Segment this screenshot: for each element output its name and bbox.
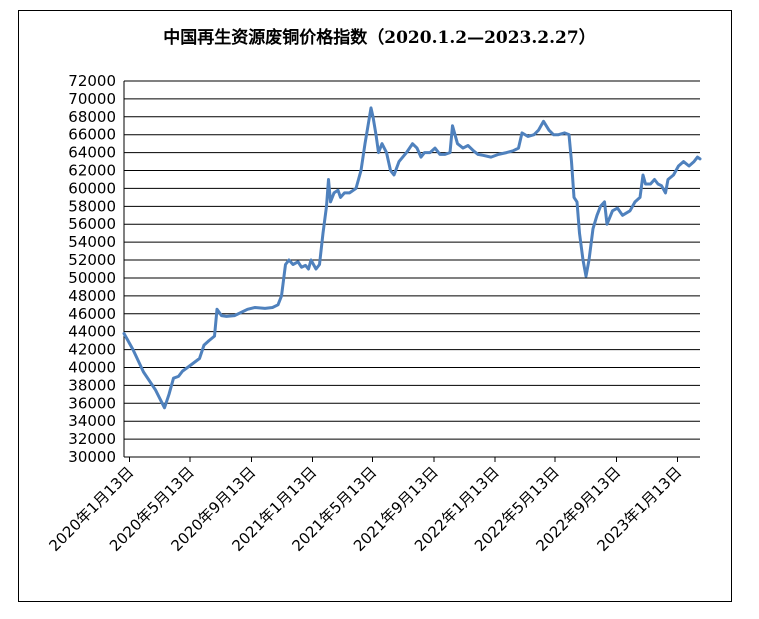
y-tick-label: 52000 — [68, 251, 116, 269]
y-tick-label: 72000 — [68, 72, 116, 90]
y-tick-label: 44000 — [68, 323, 116, 341]
y-tick-label: 42000 — [68, 341, 116, 359]
y-tick-label: 30000 — [68, 448, 116, 466]
chart-frame — [18, 10, 732, 602]
gridlines — [123, 80, 700, 458]
series-layer — [122, 106, 702, 410]
chart-title: 中国再生资源废铜价格指数（2020.1.2—2023.2.27） — [163, 28, 596, 48]
y-tick-label: 40000 — [68, 358, 116, 376]
y-tick-label: 36000 — [68, 394, 116, 412]
y-tick-label: 58000 — [68, 197, 116, 215]
y-tick-label: 38000 — [68, 376, 116, 394]
y-tick-label: 34000 — [68, 412, 116, 430]
y-tick-label: 54000 — [68, 233, 116, 251]
y-tick-label: 32000 — [68, 430, 116, 448]
y-axis-ticks: 3000032000340003600038000400004200044000… — [68, 72, 116, 466]
y-tick-label: 46000 — [68, 305, 116, 323]
y-tick-label: 60000 — [68, 179, 116, 197]
y-tick-label: 66000 — [68, 126, 116, 144]
y-tick-label: 70000 — [68, 90, 116, 108]
y-tick-label: 62000 — [68, 162, 116, 180]
x-axis-ticks: 2020年1月13日2020年5月13日2020年9月13日2021年1月13日… — [46, 457, 685, 555]
y-tick-label: 64000 — [68, 144, 116, 162]
y-tick-label: 68000 — [68, 108, 116, 126]
y-tick-label: 56000 — [68, 215, 116, 233]
y-tick-label: 48000 — [68, 287, 116, 305]
y-tick-label: 50000 — [68, 269, 116, 287]
series-line-0 — [122, 106, 702, 410]
